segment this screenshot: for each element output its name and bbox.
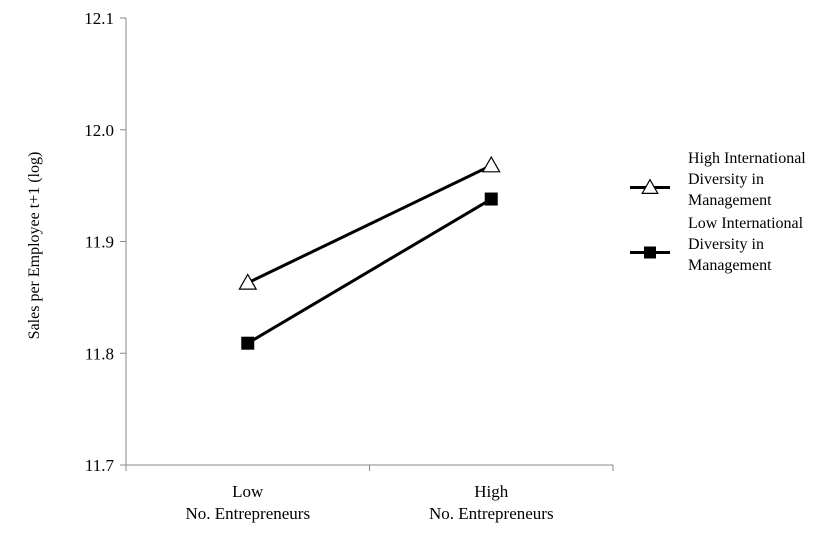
series-line — [246, 197, 493, 345]
legend-label-line: Management — [688, 192, 772, 209]
legend-label-line: High International — [688, 150, 806, 167]
square-marker — [644, 246, 656, 259]
y-tick-label: 11.7 — [85, 456, 115, 475]
square-marker — [241, 336, 255, 350]
legend-label-line: Low International — [688, 215, 804, 232]
legend-item-1: High International Diversity in Management — [630, 150, 806, 209]
legend-label: High International Diversity in Management — [688, 150, 806, 209]
triangle-marker — [641, 178, 659, 194]
legend-item-2: Low International Diversity in Management — [630, 215, 804, 274]
legend-label-line: Diversity in — [688, 236, 764, 253]
series-line — [247, 164, 492, 285]
legend-label-line: Diversity in — [688, 171, 764, 188]
x-tick-label: High No. Entrepreneurs — [429, 482, 554, 523]
x-tick-label-line: High — [474, 482, 509, 501]
y-tick-label: 12.0 — [84, 121, 114, 140]
triangle-marker — [238, 273, 258, 290]
series-2 — [241, 192, 498, 350]
series-layer — [238, 155, 501, 350]
axes: 11.7 11.8 11.9 12.0 12.1 Low No. Entrepreneurs… — [26, 9, 614, 523]
legend-label: Low International Diversity in Management — [688, 215, 804, 274]
square-marker — [484, 192, 498, 206]
x-tick-label: Low No. Entrepreneurs — [185, 482, 310, 523]
series-1 — [238, 155, 501, 290]
legend: High International Diversity in Management… — [630, 150, 806, 274]
y-tick-label: 11.8 — [85, 344, 114, 363]
y-tick-label: 11.9 — [85, 233, 114, 252]
x-tick-label-line: No. Entrepreneurs — [185, 504, 310, 523]
y-axis-label: Sales per Employee t+1 (log) — [26, 152, 43, 340]
x-tick-label-line: Low — [232, 482, 264, 501]
x-tick-label-line: No. Entrepreneurs — [429, 504, 554, 523]
legend-label-line: Management — [688, 257, 772, 274]
y-tick-label: 12.1 — [84, 9, 114, 28]
triangle-marker — [481, 155, 501, 173]
